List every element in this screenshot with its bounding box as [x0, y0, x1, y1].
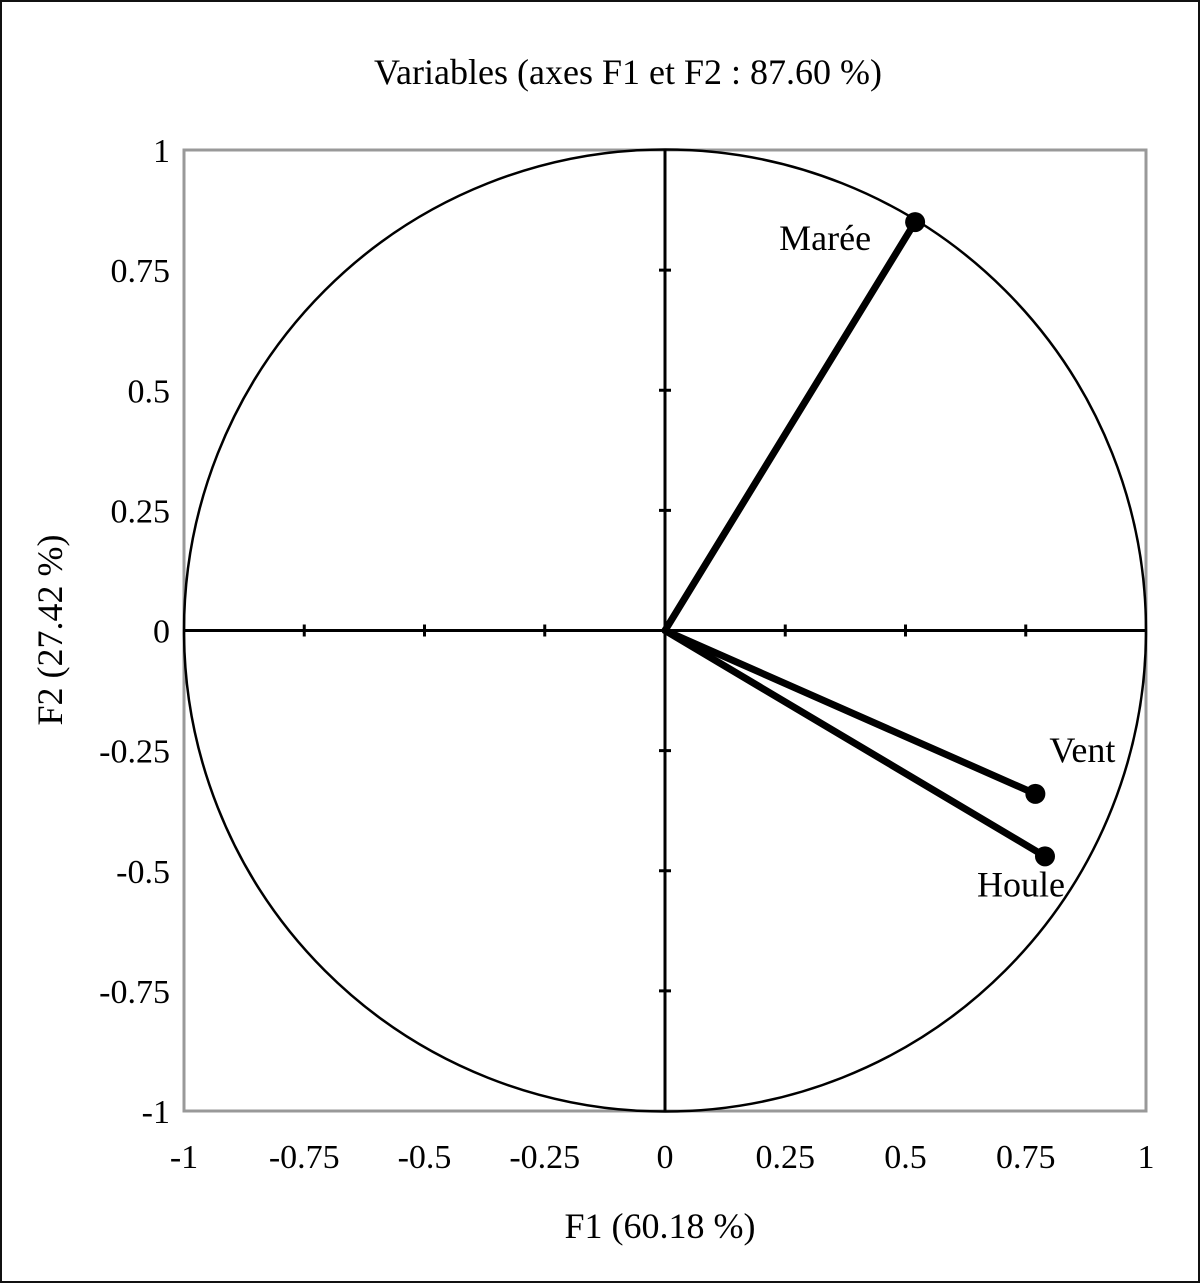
x-tick-label: 0.5	[884, 1139, 927, 1176]
vector-maree	[661, 218, 919, 634]
variable-vectors: Marée Vent Houle	[661, 212, 1115, 904]
chart-title: Variables (axes F1 et F2 : 87.60 %)	[374, 52, 882, 92]
y-axis-ticks: 1 0.75 0.5 0.25 0 -0.25 -0.5 -0.75 -1	[99, 133, 671, 1131]
vector-vent	[661, 627, 1039, 798]
y-tick-label: -0.25	[99, 734, 170, 771]
y-tick-label: 1	[153, 133, 170, 170]
x-tick-label: -0.25	[509, 1139, 580, 1176]
y-tick-label: 0	[153, 614, 170, 651]
vector-houle	[661, 627, 1049, 860]
x-tick-label: 1	[1138, 1139, 1155, 1176]
y-tick-label: 0.75	[111, 253, 171, 290]
x-tick-label: -0.5	[398, 1139, 452, 1176]
x-tick-label: -0.75	[269, 1139, 340, 1176]
x-tick-label: 0.25	[756, 1139, 816, 1176]
y-tick-label: -1	[142, 1094, 170, 1131]
y-tick-label: 0.5	[128, 373, 171, 410]
y-tick-label: -0.75	[99, 974, 170, 1011]
y-axis-label: F2 (27.42 %)	[30, 535, 70, 726]
x-axis-ticks: -1 -0.75 -0.5 -0.25 0 0.25 0.5 0.75 1	[170, 624, 1155, 1176]
y-tick-label: -0.5	[116, 854, 170, 891]
label-vent: Vent	[1049, 730, 1115, 770]
x-tick-label: 0	[657, 1139, 674, 1176]
x-axis-label: F1 (60.18 %)	[565, 1206, 756, 1246]
x-tick-label: -1	[170, 1139, 198, 1176]
point-houle	[1034, 846, 1055, 867]
label-houle: Houle	[977, 864, 1065, 904]
x-tick-label: 0.75	[996, 1139, 1056, 1176]
point-maree	[905, 212, 926, 233]
label-maree: Marée	[779, 218, 871, 258]
y-tick-label: 0.25	[111, 493, 171, 530]
point-vent	[1025, 783, 1046, 804]
